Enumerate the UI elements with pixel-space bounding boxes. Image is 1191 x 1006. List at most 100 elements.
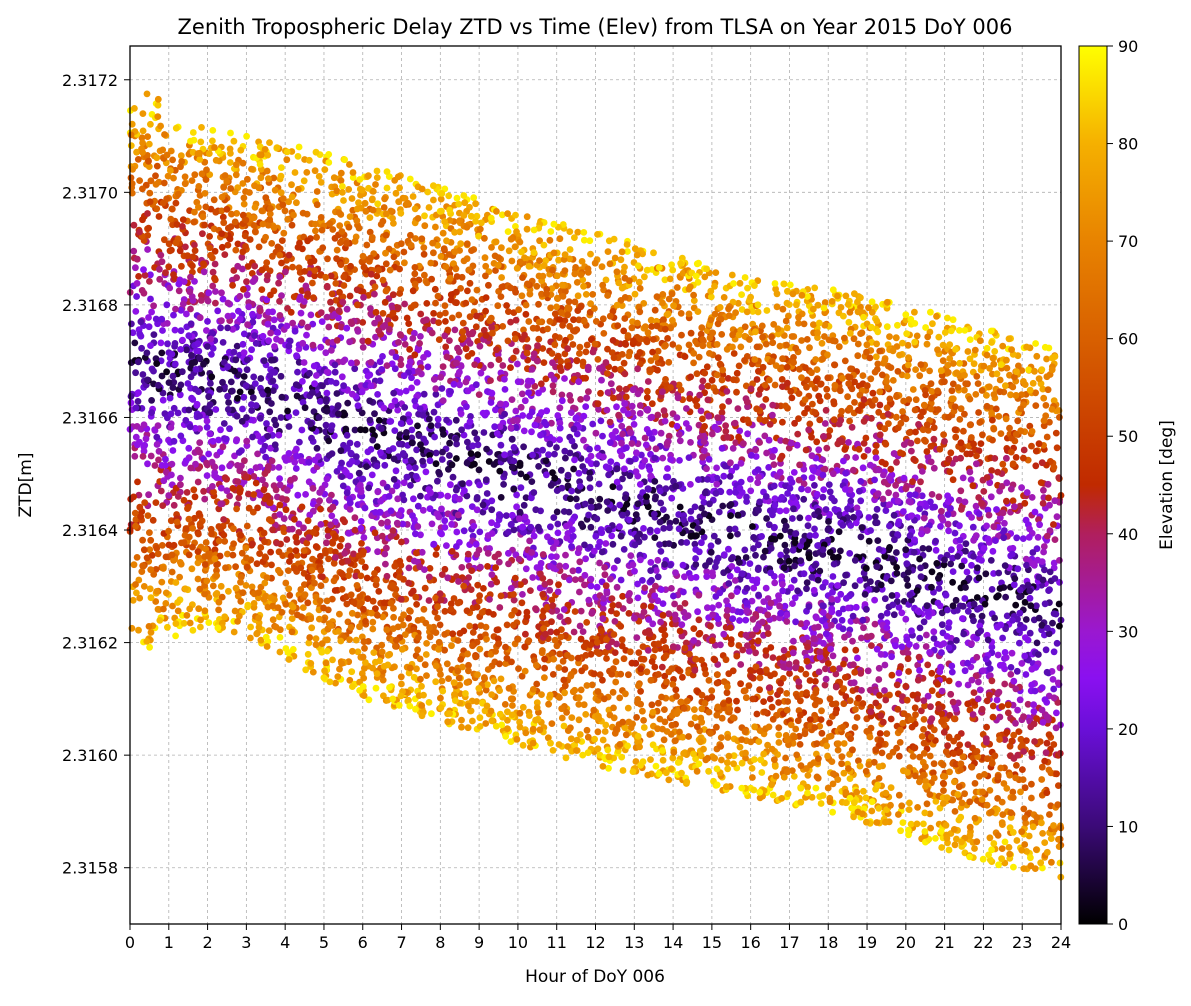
scatter-point [596,481,603,488]
scatter-point [414,379,421,386]
scatter-point [574,503,581,510]
scatter-point [883,730,890,737]
scatter-point [1008,664,1015,671]
scatter-point [1002,594,1009,601]
scatter-point [699,454,706,461]
scatter-point [616,385,623,392]
scatter-point [421,391,428,398]
scatter-point [874,782,881,789]
scatter-point [204,418,211,425]
scatter-point [139,537,146,544]
scatter-point [412,464,419,471]
scatter-point [254,505,261,512]
scatter-point [896,753,903,760]
scatter-point [264,168,271,175]
scatter-point [1057,860,1064,867]
scatter-point [888,364,895,371]
scatter-point [641,656,648,663]
scatter-point [647,559,654,566]
scatter-point [910,386,917,393]
scatter-point [421,272,428,279]
scatter-point [179,337,186,344]
scatter-point [828,733,835,740]
scatter-point [383,260,390,267]
scatter-point [1010,545,1017,552]
scatter-point [652,307,659,314]
scatter-point [879,750,886,757]
scatter-point [181,497,188,504]
scatter-point [583,349,590,356]
scatter-point [770,654,777,661]
scatter-point [272,187,279,194]
scatter-point [1007,671,1014,678]
scatter-point [654,557,661,564]
scatter-point [971,689,978,696]
scatter-point [244,523,251,530]
scatter-point [847,365,854,372]
scatter-point [995,861,1002,868]
scatter-point [523,311,530,318]
scatter-point [227,150,234,157]
scatter-point [877,402,884,409]
scatter-point [485,609,492,616]
scatter-point [999,845,1006,852]
scatter-point [654,367,661,374]
scatter-point [582,403,589,410]
scatter-point [175,608,182,615]
scatter-point [952,434,959,441]
scatter-point [148,309,155,316]
scatter-point [299,427,306,434]
scatter-point [396,290,403,297]
scatter-point [637,402,644,409]
scatter-point [178,152,185,159]
scatter-point [994,697,1001,704]
scatter-point [823,407,830,414]
scatter-point [632,291,639,298]
scatter-point [203,539,210,546]
scatter-point [756,686,763,693]
scatter-point [1041,758,1048,765]
scatter-point [718,757,725,764]
scatter-point [643,406,650,413]
scatter-point [146,141,153,148]
scatter-point [975,679,982,686]
scatter-point [524,213,531,220]
scatter-point [686,311,693,318]
scatter-point [1032,688,1039,695]
scatter-point [928,670,935,677]
scatter-point [926,649,933,656]
scatter-point [465,353,472,360]
scatter-point [641,724,648,731]
scatter-point [916,372,923,379]
scatter-point [483,446,490,453]
scatter-point [339,559,346,566]
scatter-point [849,638,856,645]
scatter-point [1021,653,1028,660]
scatter-point [423,672,430,679]
scatter-point [361,534,368,541]
scatter-point [525,318,532,325]
scatter-point [1042,600,1049,607]
scatter-point [367,214,374,221]
scatter-point [294,492,301,499]
scatter-point [924,800,931,807]
scatter-point [545,701,552,708]
scatter-point [737,680,744,687]
scatter-point [756,499,763,506]
scatter-point [452,327,459,334]
scatter-point [355,402,362,409]
scatter-point [293,199,300,206]
scatter-point [598,529,605,536]
scatter-point [573,496,580,503]
scatter-point [163,554,170,561]
scatter-point [587,484,594,491]
scatter-point [886,333,893,340]
scatter-point [472,200,479,207]
scatter-point [201,496,208,503]
scatter-point [615,412,622,419]
scatter-point [332,280,339,287]
scatter-point [284,323,291,330]
scatter-point [804,336,811,343]
scatter-point [727,473,734,480]
